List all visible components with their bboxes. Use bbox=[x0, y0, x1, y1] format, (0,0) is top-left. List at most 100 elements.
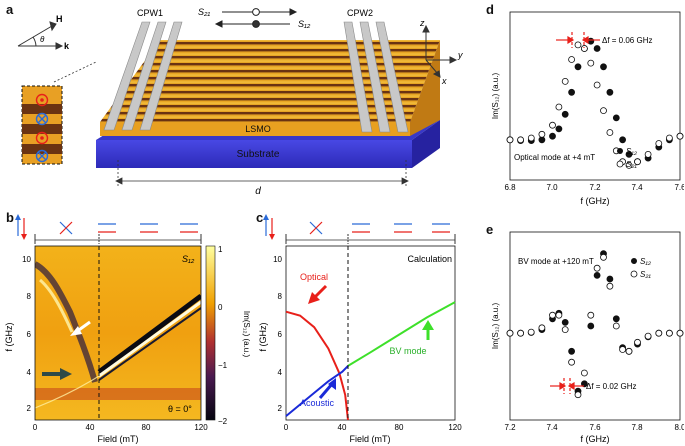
e-legend: S₁₂ S₂₁ bbox=[630, 257, 651, 279]
point-s21 bbox=[606, 129, 614, 136]
d-ylabel: Im(S₁₂) (a.u.) bbox=[491, 73, 500, 120]
c-xticks: 0 40 80 120 bbox=[284, 423, 462, 432]
point-s21 bbox=[644, 150, 652, 158]
point-s21 bbox=[619, 346, 627, 353]
inset-leader bbox=[53, 61, 97, 83]
c-bv-label: BV mode bbox=[389, 346, 426, 356]
svg-text:4: 4 bbox=[278, 368, 283, 377]
cbar-label: Im(S₁₂) (a.u.) bbox=[242, 311, 251, 358]
svg-text:6: 6 bbox=[278, 330, 283, 339]
point-s21 bbox=[561, 78, 569, 85]
vector-k-label: k bbox=[64, 41, 70, 51]
svg-text:120: 120 bbox=[448, 423, 462, 432]
point-s21 bbox=[625, 161, 633, 169]
e-ylabel: Im(S₁₂) (a.u.) bbox=[491, 303, 500, 350]
b-yticks: 2 4 6 8 10 bbox=[22, 255, 31, 413]
point-s21 bbox=[644, 332, 652, 340]
point-s21 bbox=[606, 282, 614, 290]
s-parameter-arrows bbox=[214, 8, 298, 28]
point-s21 bbox=[676, 329, 684, 337]
c-yticks: 2 4 6 8 10 bbox=[273, 255, 282, 413]
point-s21 bbox=[538, 324, 546, 332]
axis-y-label: y bbox=[457, 50, 463, 60]
svg-text:6.8: 6.8 bbox=[504, 183, 516, 192]
c-plot-series bbox=[285, 301, 456, 421]
point-s21 bbox=[665, 134, 673, 142]
e-plot-series bbox=[506, 250, 684, 399]
svg-text:120: 120 bbox=[194, 423, 208, 432]
point-s21 bbox=[655, 140, 663, 147]
point-s21 bbox=[581, 369, 588, 377]
svg-text:40: 40 bbox=[86, 423, 95, 432]
panel-label-d: d bbox=[486, 2, 494, 17]
svg-text:7.6: 7.6 bbox=[674, 183, 684, 192]
acoustic-arrow-icon bbox=[318, 378, 336, 399]
device-schematic: LSMO Substrate CPW1 CPW2 S₂₁ S₁₂ d H k θ bbox=[17, 7, 463, 197]
svg-text:0: 0 bbox=[218, 303, 223, 312]
c-xlabel: Field (mT) bbox=[350, 434, 391, 444]
panel-label-e: e bbox=[486, 222, 494, 237]
d-mode-label: Optical mode at +4 mT bbox=[514, 153, 595, 162]
substrate-front bbox=[96, 140, 412, 168]
point-s21 bbox=[600, 253, 607, 261]
moment-out-icon bbox=[35, 131, 49, 145]
cpw1-waveguide bbox=[103, 21, 183, 131]
e-xlabel: f (GHz) bbox=[581, 434, 610, 444]
point-s12 bbox=[561, 110, 569, 118]
svg-text:2: 2 bbox=[278, 404, 283, 413]
svg-text:80: 80 bbox=[142, 423, 151, 432]
point-s12 bbox=[549, 132, 556, 140]
b-xlabel: Field (mT) bbox=[98, 434, 139, 444]
e-xticks: 7.2 7.4 7.6 7.8 8.0 bbox=[504, 423, 684, 432]
c-optical-label: Optical bbox=[300, 272, 328, 282]
c-calc-label: Calculation bbox=[407, 254, 452, 264]
b-ylabel: f (GHz) bbox=[4, 323, 14, 352]
heatmap-acoustic-branch bbox=[35, 375, 100, 409]
svg-text:8: 8 bbox=[27, 292, 32, 301]
point-s12 bbox=[581, 380, 588, 388]
point-s21 bbox=[587, 59, 595, 67]
point-s21 bbox=[665, 329, 673, 337]
d-xticks: 6.8 7.0 7.2 7.4 7.6 bbox=[504, 183, 684, 192]
point-s21 bbox=[506, 329, 514, 337]
point-s21 bbox=[549, 311, 556, 319]
field-vector-diagram bbox=[17, 21, 64, 50]
moment-out-icon bbox=[35, 93, 49, 107]
panel-label-a: a bbox=[6, 2, 14, 17]
point-s21 bbox=[555, 103, 563, 111]
point-s12 bbox=[612, 315, 620, 323]
point-s12 bbox=[625, 150, 633, 158]
svg-text:1: 1 bbox=[218, 245, 223, 254]
config-icons-c bbox=[263, 214, 456, 244]
point-s12 bbox=[619, 136, 627, 144]
point-s21 bbox=[587, 311, 595, 319]
inset-stripe bbox=[22, 144, 62, 154]
svg-text:7.4: 7.4 bbox=[546, 423, 558, 432]
point-s21 bbox=[593, 264, 601, 272]
point-s12 bbox=[593, 272, 601, 279]
d-xlabel: f (GHz) bbox=[581, 196, 610, 206]
lsmo-label: LSMO bbox=[245, 124, 271, 134]
point-s12 bbox=[574, 63, 582, 71]
svg-text:−2: −2 bbox=[218, 417, 228, 426]
svg-text:0: 0 bbox=[33, 423, 38, 432]
point-s21 bbox=[517, 329, 524, 337]
point-s21 bbox=[527, 328, 535, 336]
dark-arrow-icon bbox=[42, 368, 72, 380]
svg-text:10: 10 bbox=[22, 255, 31, 264]
point-s12 bbox=[587, 37, 595, 45]
s12-label: S₁₂ bbox=[298, 19, 311, 29]
point-s12 bbox=[555, 125, 563, 133]
delta-marker-d bbox=[556, 32, 600, 48]
point-s12 bbox=[606, 275, 614, 283]
svg-text:7.8: 7.8 bbox=[631, 423, 643, 432]
panel-label-b: b bbox=[6, 210, 14, 225]
vector-theta-label: θ bbox=[40, 35, 45, 44]
d-legend-s12: S₁₂ bbox=[626, 147, 637, 156]
d-plot-series bbox=[506, 37, 684, 169]
point-s12 bbox=[587, 322, 595, 330]
heatmap-optical-branch bbox=[35, 261, 98, 383]
s12-annotation-b: S₁₂ bbox=[182, 254, 195, 264]
config-icons-b bbox=[15, 214, 202, 244]
e-plot-frame bbox=[509, 231, 681, 421]
